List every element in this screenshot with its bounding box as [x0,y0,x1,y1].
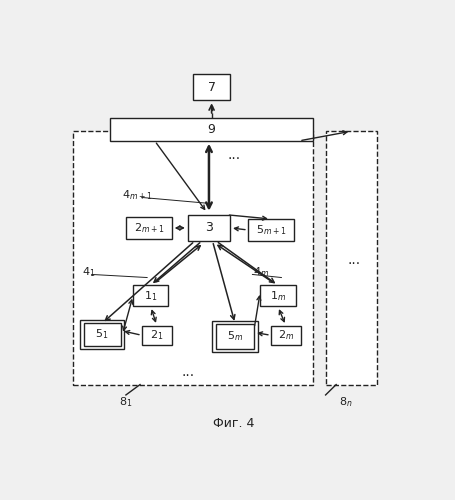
FancyBboxPatch shape [270,326,300,345]
FancyBboxPatch shape [126,217,172,239]
Text: $2_{m+1}$: $2_{m+1}$ [133,221,164,235]
FancyBboxPatch shape [248,219,293,241]
Text: ...: ... [181,365,194,379]
FancyBboxPatch shape [110,118,313,141]
Text: 7: 7 [207,81,215,94]
Text: $5_m$: $5_m$ [227,330,243,343]
Text: $8_1$: $8_1$ [119,395,132,409]
Text: $1_m$: $1_m$ [269,289,285,302]
FancyBboxPatch shape [187,215,230,241]
Text: $2_1$: $2_1$ [150,328,163,342]
Text: $4_1$: $4_1$ [81,266,95,280]
FancyBboxPatch shape [192,74,230,101]
FancyBboxPatch shape [325,131,376,386]
Text: $1_1$: $1_1$ [144,289,157,302]
Text: $2_m$: $2_m$ [277,328,293,342]
FancyBboxPatch shape [80,320,124,349]
Text: 9: 9 [207,123,215,136]
Text: $5_1$: $5_1$ [95,328,109,342]
Text: $4_m$: $4_m$ [253,266,269,280]
Text: ...: ... [347,253,359,267]
FancyBboxPatch shape [260,285,295,306]
FancyBboxPatch shape [142,326,172,345]
FancyBboxPatch shape [212,320,257,352]
Text: 3: 3 [205,222,212,234]
FancyBboxPatch shape [216,324,253,349]
FancyBboxPatch shape [73,131,313,386]
FancyBboxPatch shape [83,324,120,345]
Text: $4_{m+1}$: $4_{m+1}$ [122,188,152,202]
Text: Фиг. 4: Фиг. 4 [212,418,254,430]
FancyBboxPatch shape [133,285,168,306]
Text: $5_{m+1}$: $5_{m+1}$ [255,223,285,237]
Text: $8_n$: $8_n$ [339,395,352,409]
Text: ...: ... [227,148,240,162]
